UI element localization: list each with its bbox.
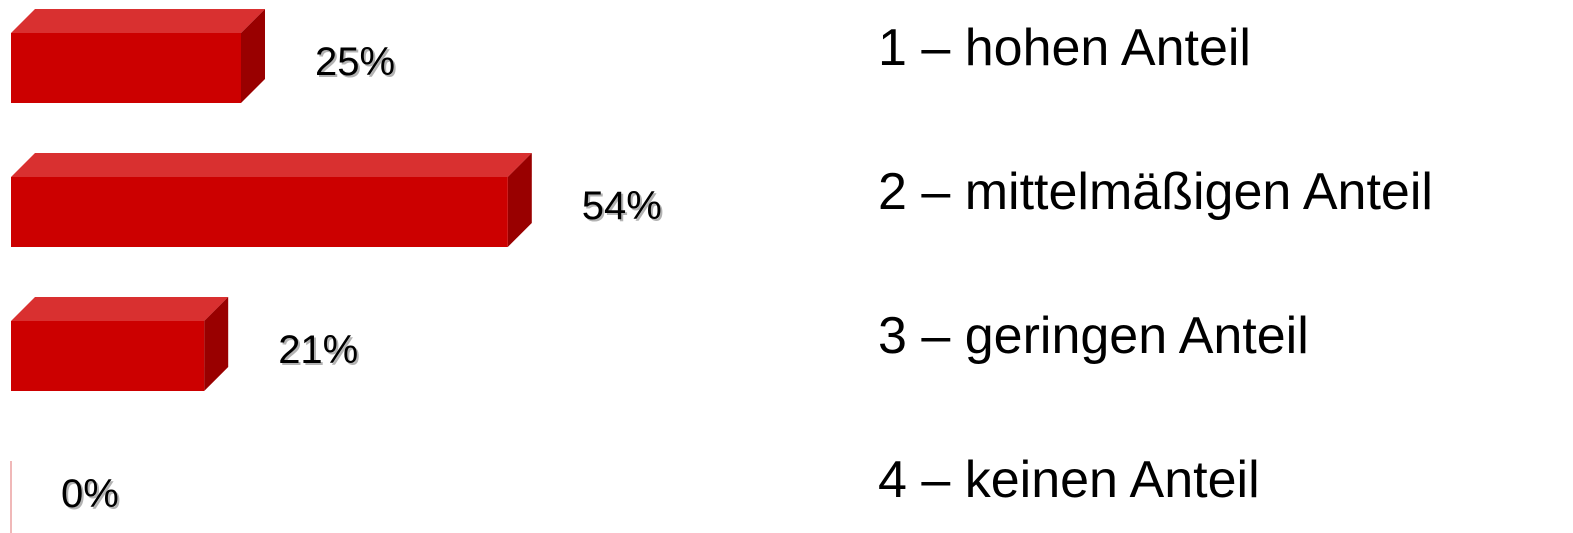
bar-2 [11, 153, 532, 247]
bar-2-top-face [11, 153, 532, 177]
bar-1-value-label: 25% [315, 40, 395, 84]
bar-3-side-face [204, 297, 229, 391]
bar-4-value-label-shadow: 0% [63, 474, 121, 518]
category-label-3: 3 – geringen Anteil [878, 307, 1309, 365]
category-labels-layer: 1 – hohen Anteil 2 – mittelmäßigen Anteil… [878, 19, 1433, 509]
bar-1-side-face [241, 9, 265, 103]
category-label-1: 1 – hohen Anteil [878, 19, 1251, 77]
bar-3-value-label: 21% [278, 328, 358, 372]
category-label-4: 4 – keinen Anteil [878, 451, 1260, 509]
category-label-2: 2 – mittelmäßigen Anteil [878, 163, 1433, 221]
bar-3 [11, 297, 229, 391]
bar-3-value-label-shadow: 21% [280, 330, 360, 374]
bar-3-top-face [11, 297, 229, 321]
bar-1-value-label-shadow: 25% [317, 42, 397, 86]
bar-4-value-label: 0% [61, 472, 119, 516]
bar-2-front-face [11, 177, 508, 247]
bar-2-side-face [507, 153, 532, 247]
value-labels-layer: 25%25%54%54%21%21%0%0% [61, 40, 664, 518]
bar-1-front-face [11, 33, 241, 103]
bar-2-value-label: 54% [582, 184, 662, 228]
bar-1-top-face [11, 9, 265, 33]
bar-2-value-label-shadow: 54% [584, 186, 664, 230]
bar-3-front-face [11, 321, 205, 391]
bars-layer [10, 9, 532, 533]
bar-1 [11, 9, 265, 103]
